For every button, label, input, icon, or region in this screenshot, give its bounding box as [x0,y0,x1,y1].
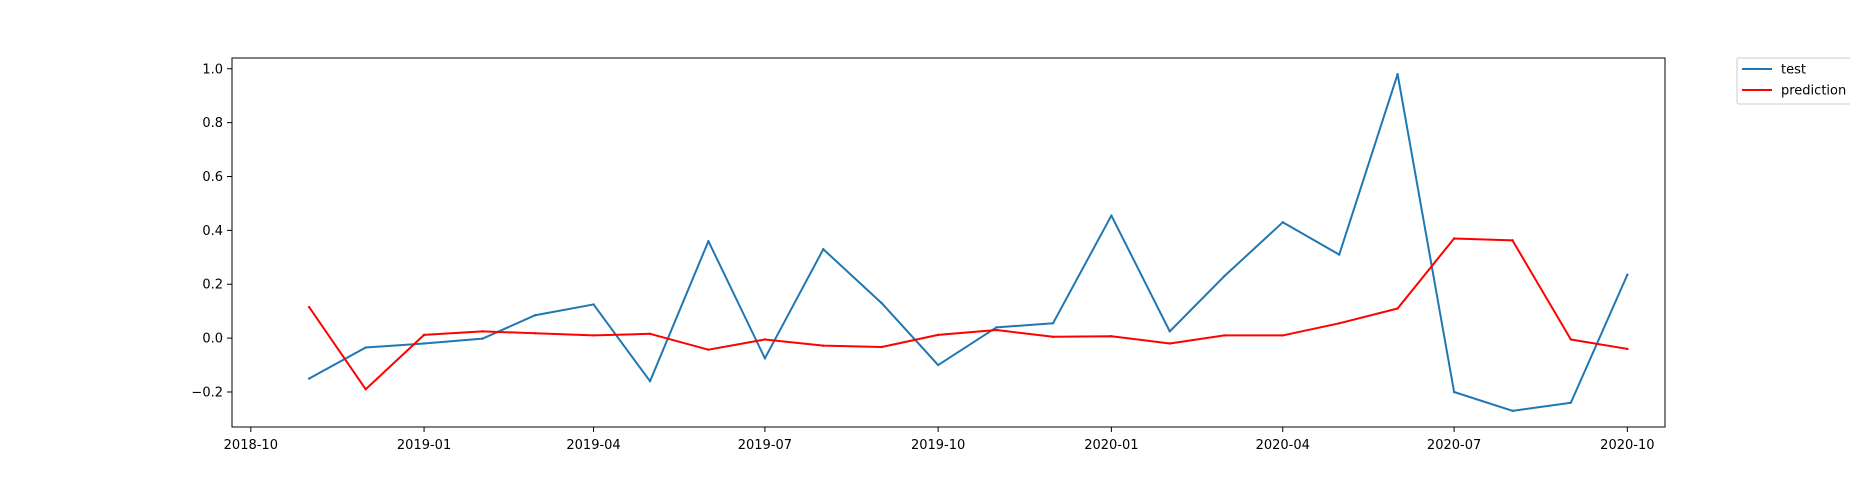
data-point-test-20 [1452,390,1456,394]
data-point-prediction-3 [481,330,484,333]
data-point-prediction-0 [308,305,311,309]
plot-background [232,58,1665,427]
data-point-prediction-7 [707,348,710,351]
data-point-test-23 [1626,273,1629,277]
data-point-prediction-10 [880,345,883,349]
data-point-test-4 [533,314,537,317]
data-point-prediction-22 [1569,338,1573,341]
data-point-prediction-12 [995,328,998,332]
x-tick-label: 2020-04 [1256,438,1310,453]
data-point-test-6 [648,380,652,383]
data-point-test-1 [364,346,367,349]
y-tick-label: 0.2 [202,278,223,293]
data-point-prediction-13 [1051,335,1055,338]
legend-label-test: test [1781,63,1806,78]
y-tick-label: −0.2 [191,385,223,400]
legend: test prediction [1736,57,1850,105]
x-tick-label: 2020-07 [1427,438,1481,453]
data-point-prediction-20 [1452,237,1456,240]
data-point-test-21 [1511,409,1514,413]
data-point-test-18 [1338,253,1341,256]
y-tick-label: 0.0 [202,332,223,347]
data-point-test-16 [1223,274,1226,278]
data-point-prediction-5 [592,334,595,337]
data-point-prediction-8 [763,338,767,341]
plot-area [232,58,1665,427]
x-tick-label: 2020-01 [1084,438,1138,453]
y-tick-label: 0.6 [202,170,223,185]
data-point-prediction-16 [1223,334,1226,337]
axes-frame [231,57,1666,428]
y-tick-label: 1.0 [202,62,223,77]
axes-layer: −0.2 0.0 0.2 0.4 0.6 0.8 1.0 2018-10 2019-01 2019… [191,57,1666,453]
series-line-test [307,73,1629,412]
data-point-prediction-4 [533,332,537,335]
data-point-test-5 [592,303,595,306]
data-point-prediction-6 [648,332,652,336]
data-point-prediction-21 [1511,239,1514,242]
series-layer [307,72,1629,413]
x-tick-label: 2019-07 [738,438,792,453]
data-point-test-0 [308,377,311,380]
data-point-test-15 [1168,330,1171,333]
x-tick-label: 2018-10 [224,438,278,453]
data-point-test-7 [707,239,710,243]
data-point-prediction-1 [364,388,367,391]
series-line-prediction [307,237,1629,391]
data-point-prediction-17 [1281,334,1284,337]
data-point-test-22 [1569,401,1573,404]
legend-label-prediction: prediction [1781,84,1846,99]
data-point-test-17 [1281,221,1284,224]
data-point-prediction-18 [1338,322,1341,325]
data-point-test-12 [995,326,998,329]
data-point-prediction-2 [422,333,426,337]
data-point-test-13 [1051,322,1055,325]
data-point-test-11 [936,363,940,367]
x-tick-label: 2019-04 [566,438,620,453]
data-point-prediction-14 [1110,335,1113,338]
data-point-prediction-15 [1168,342,1171,345]
data-point-prediction-11 [936,333,940,337]
data-point-test-2 [422,342,426,345]
data-point-test-19 [1396,72,1399,76]
data-point-test-14 [1110,214,1113,217]
y-tick-label: 0.4 [202,224,223,239]
x-tick-label: 2019-10 [911,438,965,453]
data-point-prediction-19 [1396,307,1399,310]
data-point-prediction-9 [822,344,825,347]
data-point-test-8 [763,357,767,360]
data-point-test-10 [880,301,883,305]
data-point-test-9 [822,248,825,251]
x-tick-label: 2020-10 [1600,438,1654,453]
x-tick-label: 2019-01 [397,438,451,453]
data-point-test-3 [481,337,484,340]
data-point-prediction-23 [1626,347,1629,351]
y-tick-label: 0.8 [202,116,223,131]
